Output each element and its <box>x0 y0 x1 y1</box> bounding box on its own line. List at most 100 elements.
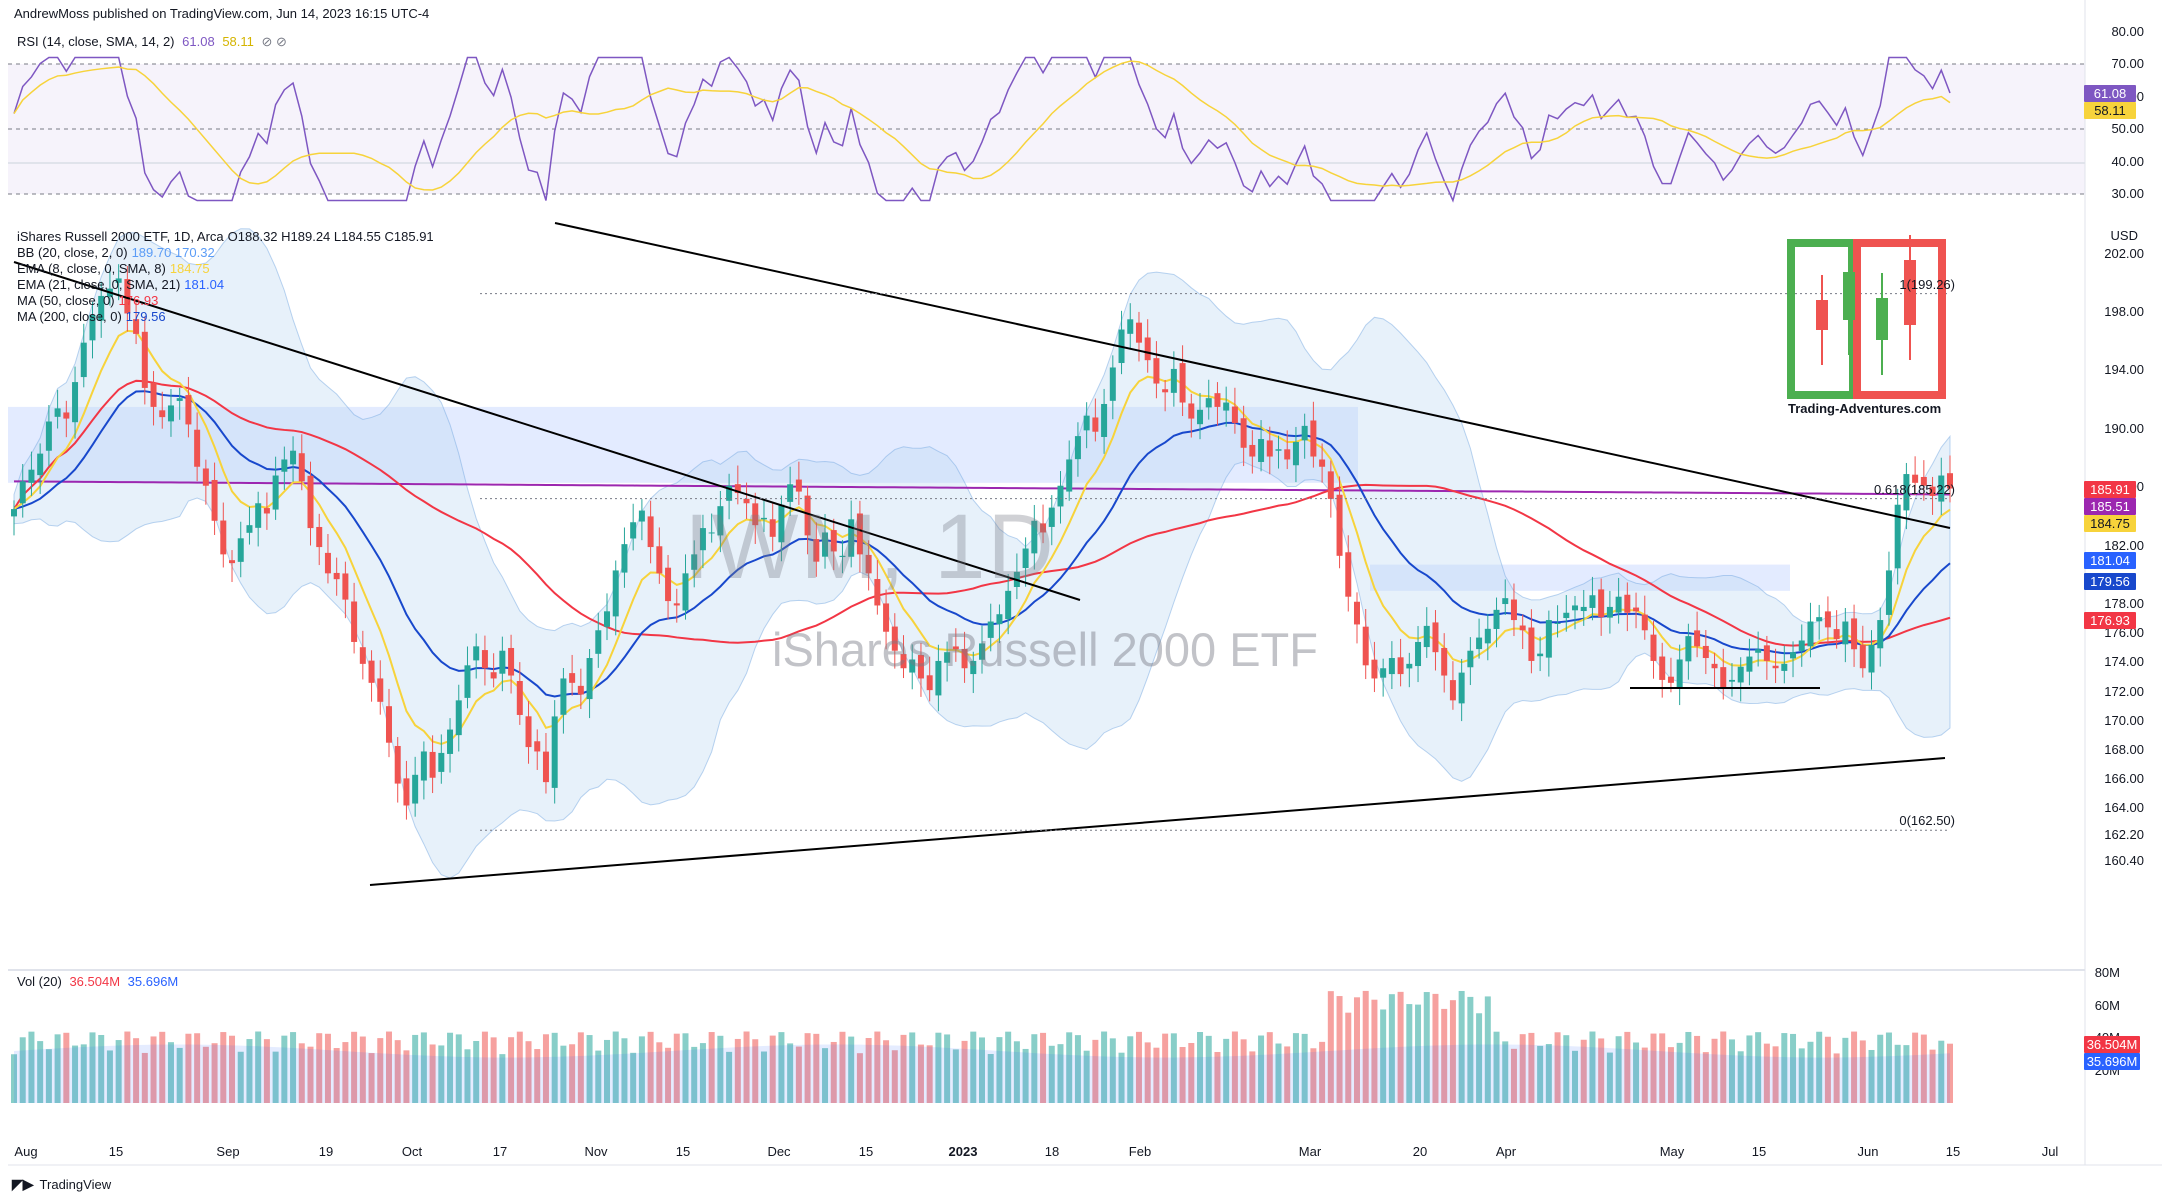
tradingview-brand[interactable]: ◤▶ TradingView <box>12 1176 111 1193</box>
candle-body <box>1258 439 1265 462</box>
volume-bar <box>848 1036 855 1103</box>
price-tick: 166.00 <box>2104 771 2144 787</box>
volume-bar <box>595 1050 602 1103</box>
volume-bar <box>11 1054 17 1103</box>
volume-legend-value: 36.504M <box>69 974 121 989</box>
volume-bar <box>1415 1004 1422 1103</box>
volume-bar <box>403 1050 410 1103</box>
candle-body <box>229 560 236 564</box>
volume-bar <box>1118 1052 1125 1103</box>
candle-body <box>1127 319 1134 334</box>
volume-bar <box>891 1050 898 1103</box>
volume-bar <box>1763 1043 1770 1103</box>
price-tick: 176.00 <box>2104 625 2144 641</box>
volume-bar <box>1580 1039 1587 1103</box>
time-tick: Aug <box>14 1144 38 1159</box>
legend-label: EMA (8, close, 0, SMA, 8) <box>17 261 166 276</box>
volume-bar <box>106 1050 113 1103</box>
candle-body <box>734 484 741 494</box>
volume-bar <box>1013 1041 1020 1103</box>
candle-body <box>1877 620 1884 649</box>
candle-body <box>1650 634 1657 661</box>
volume-bar <box>1807 1041 1814 1103</box>
volume-bar <box>1214 1051 1221 1103</box>
candle-body <box>1388 658 1395 675</box>
candle-body <box>124 279 131 314</box>
volume-bar <box>996 1037 1003 1103</box>
candle-body <box>822 532 829 557</box>
volume-bar <box>298 1043 305 1103</box>
candle-body <box>1589 595 1596 608</box>
candle-body <box>1048 507 1055 527</box>
candle-body <box>499 650 506 674</box>
candle-body <box>377 678 384 702</box>
price-tick: 160.40 <box>2104 852 2144 868</box>
candle-body <box>1188 403 1195 419</box>
candle-body <box>403 778 410 806</box>
candle-body <box>1868 644 1875 673</box>
volume-bar <box>1894 1044 1901 1103</box>
candle-body <box>194 429 201 467</box>
candle-body <box>516 681 523 715</box>
candle-body <box>1467 650 1474 668</box>
candle-body <box>1947 473 1953 489</box>
candle-body <box>133 319 140 334</box>
candle-body <box>1275 449 1282 451</box>
candle-body <box>1083 415 1090 431</box>
left-margin <box>0 0 8 1201</box>
volume-bar <box>1798 1048 1805 1103</box>
volume-bar <box>621 1038 628 1103</box>
time-tick: 15 <box>1751 1144 1767 1159</box>
logo-candle <box>1816 300 1828 330</box>
visibility-icon[interactable]: ⊘ ⊘ <box>261 34 287 49</box>
volume-legend-label: Vol (20) <box>17 974 62 989</box>
volume-bar <box>1441 1008 1448 1103</box>
volume-bar <box>1598 1038 1605 1103</box>
candle-body <box>1737 666 1744 683</box>
candle-body <box>176 398 183 401</box>
candle-body <box>481 650 488 669</box>
legend-row: EMA (8, close, 0, SMA, 8) 184.75 <box>17 261 210 276</box>
candle-body <box>1606 606 1613 618</box>
ma200-line <box>13 480 1951 496</box>
volume-bar <box>1005 1031 1012 1103</box>
volume-bar <box>1135 1031 1142 1103</box>
volume-bar <box>987 1054 994 1103</box>
volume-bar <box>316 1033 323 1103</box>
candle-body <box>429 751 436 778</box>
candle-body <box>473 646 480 661</box>
rsi-sma-line <box>13 60 1951 191</box>
volume-bar <box>1493 1031 1500 1103</box>
time-tick: Dec <box>767 1144 791 1159</box>
candle-body <box>220 520 227 555</box>
volume-bar <box>1040 1032 1047 1103</box>
legend-label: iShares Russell 2000 ETF, 1D, Arca <box>17 229 224 244</box>
publisher-header: AndrewMoss published on TradingView.com,… <box>14 6 430 21</box>
volume-bar <box>359 1036 366 1103</box>
candle-body <box>1493 609 1500 629</box>
volume-bar <box>1667 1047 1674 1103</box>
candle-body <box>438 752 445 772</box>
candle-body <box>595 630 602 654</box>
volume-bar <box>577 1032 584 1103</box>
candle-body <box>72 382 79 423</box>
fib-level-label: 1(199.26) <box>1899 276 1955 292</box>
candle-body <box>1249 444 1256 457</box>
volume-bar <box>1851 1031 1858 1103</box>
volume-bar <box>1737 1051 1744 1103</box>
volume-bar <box>656 1042 663 1103</box>
legend-row: BB (20, close, 2, 0) 189.70 170.32 <box>17 245 215 260</box>
volume-bar <box>935 1032 942 1103</box>
price-tick: 198.00 <box>2104 304 2144 319</box>
volume-bar <box>159 1031 166 1103</box>
candle-body <box>1153 358 1160 384</box>
legend-value: O188.32 H189.24 L184.55 C185.91 <box>227 229 434 244</box>
volume-bar <box>54 1034 61 1103</box>
currency-label: USD <box>2110 228 2138 243</box>
fib-level-label: 0.618(185.22) <box>1874 481 1955 497</box>
price-tick: 202.00 <box>2104 245 2144 261</box>
candle-body <box>385 706 392 743</box>
candle-body <box>542 751 549 783</box>
volume-bar <box>1423 992 1430 1103</box>
